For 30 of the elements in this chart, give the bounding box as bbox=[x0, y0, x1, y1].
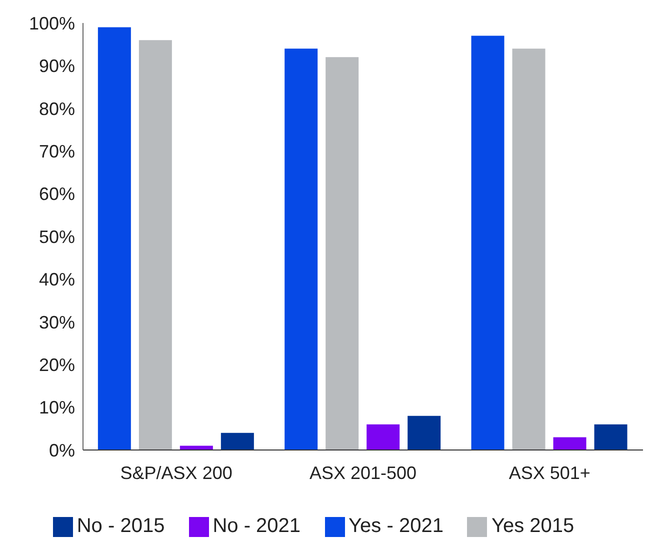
legend-label: Yes - 2021 bbox=[348, 515, 444, 537]
y-tick-label: 10% bbox=[38, 398, 75, 418]
bar bbox=[553, 437, 586, 450]
bar bbox=[471, 36, 504, 450]
y-tick-label: 70% bbox=[38, 141, 75, 162]
y-tick-label: 90% bbox=[38, 56, 75, 76]
y-tick-label: 40% bbox=[38, 270, 75, 290]
y-tick-label: 50% bbox=[38, 226, 75, 247]
bar bbox=[284, 48, 318, 450]
y-tick-label: 20% bbox=[38, 354, 75, 375]
bar bbox=[366, 424, 400, 450]
bar bbox=[408, 416, 441, 450]
bar bbox=[180, 446, 213, 450]
legend-label: No - 2015 bbox=[76, 515, 165, 537]
y-tick-label: 0% bbox=[48, 440, 75, 460]
legend-label: No - 2021 bbox=[212, 515, 301, 537]
y-tick-label: 60% bbox=[38, 184, 75, 204]
x-tick-label: S&P/ASX 200 bbox=[120, 462, 232, 483]
y-tick-label: 100% bbox=[28, 13, 75, 34]
bar bbox=[594, 424, 628, 450]
bar bbox=[138, 40, 172, 450]
y-tick-label: 30% bbox=[38, 312, 75, 332]
y-tick-label: 80% bbox=[38, 98, 75, 119]
x-tick-label: ASX 501+ bbox=[508, 462, 590, 483]
legend-label: Yes 2015 bbox=[491, 515, 574, 537]
bar bbox=[326, 57, 359, 450]
bar bbox=[220, 432, 254, 450]
x-tick-label: ASX 201-500 bbox=[309, 462, 417, 483]
bar bbox=[512, 48, 546, 450]
bar bbox=[98, 27, 131, 450]
